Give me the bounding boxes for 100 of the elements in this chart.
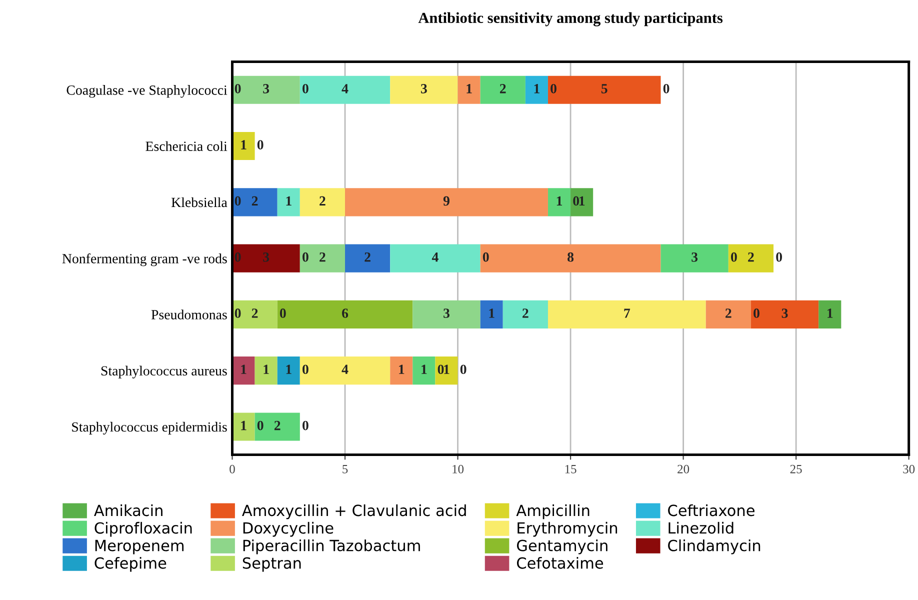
data-label: 1 [489, 308, 494, 318]
annotation: 0 [550, 84, 556, 94]
data-label: 4 [432, 252, 438, 262]
data-label: 2 [726, 308, 732, 318]
y-tick-label: Nonfermenting gram -ve rods [62, 253, 227, 266]
bar [548, 188, 571, 216]
bar [232, 244, 300, 272]
annotation: 0 [302, 252, 308, 262]
bar [390, 356, 413, 385]
y-tick-label: Staphylococcus epidermidis [72, 422, 227, 435]
bar [728, 244, 774, 272]
bar [502, 300, 548, 328]
bar [660, 244, 728, 272]
annotation: 0 [302, 364, 308, 374]
y-tick-label: Pseudomonas [151, 310, 227, 320]
legend-label: Cefotaxime [517, 556, 604, 569]
data-label: 2 [274, 420, 280, 430]
annotation: 0 [280, 308, 286, 318]
legend-label: Cefepime [94, 556, 166, 572]
x-tick-label: 10 [452, 464, 464, 474]
bar [706, 300, 751, 328]
bar [412, 356, 436, 385]
data-label: 3 [421, 84, 427, 94]
bar [345, 244, 390, 272]
x-tick-label: 20 [678, 464, 690, 474]
y-tick-label: Staphylococcus aureus [101, 366, 227, 378]
data-label: 2 [500, 84, 506, 94]
x-tick-label: 15 [565, 464, 576, 474]
data-label: 3 [263, 252, 270, 262]
data-label: 2 [522, 308, 528, 318]
y-tick-label: Klebsiella [171, 197, 228, 208]
annotation: 0 [234, 84, 241, 94]
bar [480, 300, 503, 328]
data-label: 1 [286, 364, 292, 374]
annotation: 0 [663, 84, 670, 94]
y-tick-label: Eschericia coli [146, 141, 228, 151]
bar [750, 300, 819, 328]
data-label: 2 [252, 308, 258, 318]
legend-label: Doxycycline [243, 522, 334, 537]
data-label: 3 [782, 308, 788, 318]
annotation: 0 [731, 252, 737, 262]
legend-label: Ciprofloxacin [94, 522, 192, 537]
bar [390, 244, 480, 272]
data-label: 3 [692, 252, 698, 262]
bar [458, 76, 480, 104]
legend-label: Clindamycin [668, 539, 760, 554]
bar [525, 76, 548, 104]
annotation: 0 [234, 308, 241, 318]
data-label: 4 [342, 364, 348, 374]
data-label: 7 [624, 308, 630, 318]
data-label: 1 [399, 364, 404, 374]
bar [232, 356, 255, 385]
data-label: 6 [342, 308, 348, 318]
legend-label: Ampicillin [516, 504, 590, 520]
data-label: 1 [264, 364, 269, 374]
annotation: 0 [234, 252, 241, 262]
bar [412, 300, 480, 328]
bar [345, 188, 548, 216]
x-tick-label: 0 [230, 464, 235, 474]
data-label: 9 [443, 196, 450, 206]
bar [390, 76, 458, 104]
data-label: 1 [828, 308, 833, 318]
bar [232, 76, 300, 104]
annotation: 0 [302, 420, 308, 430]
data-label: 1 [579, 196, 585, 206]
bar [300, 244, 346, 272]
annotation: 0 [234, 196, 241, 206]
legend-label: Amikacin [94, 504, 162, 516]
data-label: 1 [444, 364, 450, 374]
data-label: 3 [263, 84, 270, 94]
bar [232, 132, 255, 160]
bar [818, 300, 842, 328]
data-label: 2 [748, 252, 754, 262]
x-tick-label: 5 [342, 465, 348, 474]
data-label: 1 [241, 140, 246, 150]
data-label: 1 [422, 364, 427, 374]
data-label: 4 [342, 84, 348, 94]
data-label: 5 [601, 84, 608, 94]
data-label: 2 [320, 252, 326, 262]
chart-title: Antibiotic sensitivity among study participants [418, 12, 723, 26]
legend-label: Amoxycillin + Clavulanic acid [242, 504, 466, 520]
annotation: 0 [776, 252, 782, 262]
legend-label: Ceftriaxone [668, 504, 754, 516]
bar [232, 300, 278, 328]
data-label: 1 [466, 84, 472, 94]
annotation: 0 [257, 420, 264, 430]
bar [300, 356, 390, 385]
bar [277, 356, 300, 385]
data-label: 3 [444, 308, 450, 318]
y-tick-label: Coagulase -ve Staphylococci [66, 85, 228, 98]
legend-label: Septran [242, 557, 301, 572]
data-label: 1 [534, 84, 540, 94]
bar [254, 356, 278, 385]
bar [277, 300, 413, 328]
annotation: 0 [573, 196, 580, 206]
bar [548, 300, 706, 328]
bar [232, 188, 278, 216]
bar [254, 412, 300, 441]
data-label: 2 [320, 196, 326, 206]
annotation: 0 [482, 252, 489, 262]
